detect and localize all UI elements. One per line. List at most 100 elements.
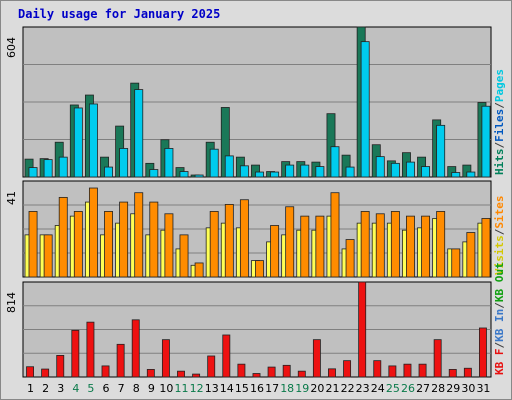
x-tick-label-20: 20 (310, 382, 324, 395)
bar-kb-f-day-27 (418, 363, 427, 378)
bar-kb-f-day-2 (41, 368, 50, 378)
bar-sites-day-29 (451, 248, 461, 278)
x-tick-label-12: 12 (190, 382, 204, 395)
bar-sites-day-12 (194, 262, 204, 278)
legend-part: / (493, 342, 506, 349)
bar-sites-day-5 (88, 187, 98, 278)
bar-files-day-1 (28, 167, 38, 178)
bar-files-day-25 (390, 162, 400, 178)
legend-part: / (493, 302, 506, 309)
x-tick-label-14: 14 (220, 382, 234, 395)
bar-sites-day-31 (481, 218, 491, 278)
bar-kb-f-day-4 (71, 329, 80, 378)
bar-files-day-4 (73, 107, 83, 178)
chart-title: Daily usage for January 2025 (18, 7, 221, 21)
bar-files-day-30 (466, 171, 476, 178)
x-tick-label-28: 28 (431, 382, 445, 395)
bar-kb-f-day-26 (403, 363, 412, 378)
bar-kb-f-day-14 (222, 334, 231, 378)
x-tick-label-21: 21 (325, 382, 339, 395)
x-tick-label-1: 1 (27, 382, 34, 395)
x-tick-label-22: 22 (341, 382, 355, 395)
bar-kb-f-day-7 (116, 343, 125, 378)
bar-kb-f-day-30 (463, 367, 472, 378)
x-tick-label-11: 11 (175, 382, 189, 395)
bar-kb-f-day-11 (177, 370, 185, 378)
legend-part: Pages (493, 69, 506, 102)
bar-kb-f-day-28 (433, 339, 442, 378)
bar-sites-day-10 (164, 213, 174, 278)
bar-sites-day-2 (43, 234, 53, 278)
bar-files-day-13 (209, 148, 219, 178)
bar-sites-day-20 (315, 215, 325, 278)
bar-kb-f-day-17 (267, 366, 276, 378)
bar-sites-day-22 (345, 239, 355, 278)
bar-sites-day-9 (149, 201, 159, 278)
bar-files-day-18 (285, 164, 295, 178)
x-tick-label-27: 27 (416, 382, 430, 395)
x-tick-label-4: 4 (72, 382, 79, 395)
bar-files-day-31 (481, 105, 491, 178)
bar-sites-day-18 (285, 206, 295, 278)
bar-kb-f-day-1 (26, 366, 34, 378)
bar-kb-f-day-31 (479, 327, 487, 378)
x-tick-label-26: 26 (401, 382, 415, 395)
bar-files-day-16 (255, 171, 264, 178)
bar-sites-day-3 (58, 196, 68, 278)
bar-sites-day-27 (421, 215, 431, 278)
x-tick-label-3: 3 (57, 382, 64, 395)
legend-part: / (493, 142, 506, 149)
bar-kb-f-day-8 (131, 319, 140, 378)
bar-files-day-17 (270, 171, 280, 178)
bar-files-day-2 (43, 159, 53, 178)
panel-2-legend: Visits/Sites (493, 196, 506, 276)
bar-sites-day-14 (224, 204, 234, 278)
bar-files-day-24 (375, 156, 385, 178)
bar-files-day-7 (119, 148, 129, 178)
bar-files-day-11 (179, 171, 189, 178)
x-tick-label-18: 18 (280, 382, 294, 395)
bar-kb-f-day-29 (448, 369, 457, 378)
bar-sites-day-16 (255, 260, 264, 278)
bar-files-day-28 (436, 124, 446, 178)
bar-sites-day-11 (179, 234, 189, 278)
bar-files-day-5 (88, 103, 98, 178)
x-tick-label-10: 10 (159, 382, 173, 395)
bar-files-day-22 (345, 166, 355, 178)
bar-kb-f-day-16 (252, 373, 261, 378)
bar-sites-day-7 (119, 201, 129, 278)
x-tick-label-23: 23 (356, 382, 370, 395)
legend-part: Visits (493, 235, 506, 275)
x-tick-label-17: 17 (265, 382, 279, 395)
legend-part: Files (493, 109, 506, 142)
legend-part: KB In (493, 309, 506, 342)
bar-kb-f-day-6 (101, 365, 110, 378)
x-tick-label-16: 16 (250, 382, 264, 395)
bar-sites-day-8 (134, 192, 144, 278)
bar-sites-day-19 (300, 215, 310, 278)
x-tick-label-5: 5 (87, 382, 94, 395)
bar-files-day-6 (104, 166, 113, 178)
bar-files-day-14 (224, 155, 234, 178)
bar-sites-day-25 (390, 211, 400, 278)
bar-kb-f-day-15 (237, 363, 246, 378)
bar-kb-f-day-24 (373, 360, 382, 378)
bar-sites-day-4 (73, 211, 83, 278)
panel-1-max-label: 604 (5, 37, 18, 58)
panel-3-legend: KB F/KB In/KB Out (493, 262, 506, 375)
x-tick-label-2: 2 (42, 382, 49, 395)
bar-files-day-10 (164, 148, 174, 178)
bar-files-day-8 (134, 89, 144, 178)
bar-files-day-3 (58, 156, 68, 178)
bar-files-day-29 (451, 172, 461, 178)
x-tick-label-30: 30 (461, 382, 475, 395)
x-tick-label-19: 19 (295, 382, 309, 395)
bar-kb-f-day-9 (146, 369, 155, 378)
bar-kb-f-day-21 (328, 368, 336, 378)
bar-files-day-15 (239, 165, 249, 178)
bar-files-day-19 (300, 164, 310, 178)
bar-kb-f-day-25 (388, 365, 397, 378)
bar-files-day-26 (406, 161, 415, 178)
bar-sites-day-15 (239, 199, 249, 278)
